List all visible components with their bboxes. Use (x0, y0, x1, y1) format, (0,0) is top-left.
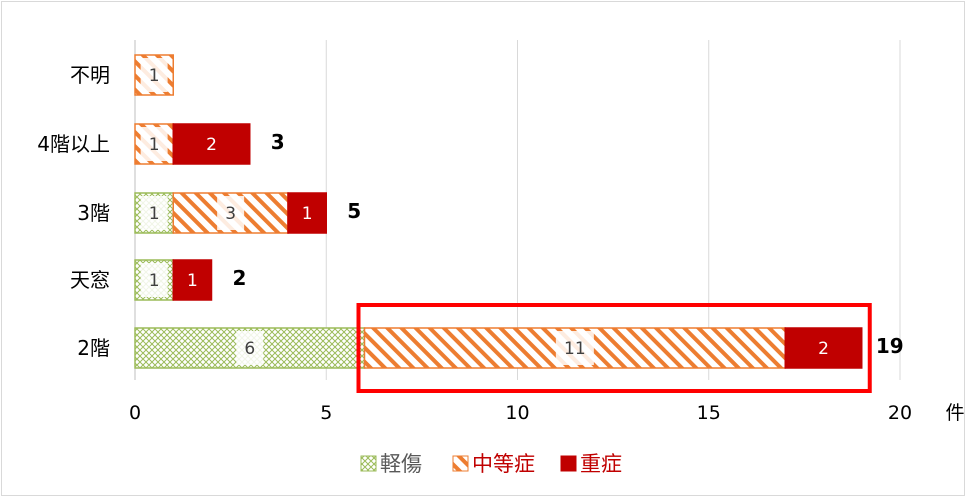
legend: 軽傷 中等症 重症 (360, 452, 622, 476)
x-tick-label: 15 (697, 402, 721, 424)
bars (134, 54, 872, 393)
legend-swatch-中等症 (452, 455, 469, 472)
category-label: 2階 (77, 336, 110, 360)
legend-label-軽傷: 軽傷 (380, 452, 422, 476)
legend-swatch-軽傷 (360, 455, 377, 472)
segment-value-label: 1 (149, 66, 160, 86)
segment-label-bg (140, 58, 168, 92)
x-unit-label: 件 (945, 402, 964, 424)
legend-label-中等症: 中等症 (472, 452, 535, 476)
bar-segment-重症 (784, 327, 863, 369)
segment-label-bg (140, 127, 168, 161)
x-tick-label: 10 (505, 402, 529, 424)
segment-value-label: 11 (564, 339, 586, 359)
grid-lines (134, 40, 901, 380)
segment-value-label: 1 (149, 204, 160, 224)
category-label: 4階以上 (37, 132, 110, 156)
segment-label-bg (236, 331, 264, 365)
x-tick-label: 20 (888, 402, 912, 424)
segment-value-label: 2 (818, 339, 829, 359)
category-label: 不明 (70, 63, 110, 87)
segment-value-label: 1 (149, 135, 160, 155)
total-value-label: 19 (876, 334, 904, 358)
segment-value-label: 2 (206, 135, 217, 155)
category-label: 天窓 (70, 268, 110, 292)
segment-label-bg (140, 263, 168, 297)
total-value-label: 2 (233, 266, 247, 290)
bar-segment-重症 (172, 259, 213, 301)
total-value-label: 5 (347, 199, 361, 223)
highlight-box (356, 303, 872, 393)
segment-value-label: 1 (302, 204, 313, 224)
segment-label-bg (217, 196, 245, 230)
legend-swatch-重症 (560, 455, 577, 472)
x-tick-label: 5 (320, 402, 332, 424)
x-tick-label: 0 (129, 402, 141, 424)
segment-label-bg (140, 196, 168, 230)
bar-segment-重症 (172, 123, 251, 165)
segment-value-label: 6 (244, 339, 255, 359)
segment-value-label: 1 (187, 271, 198, 291)
total-value-label: 3 (271, 130, 285, 154)
segment-value-label: 3 (225, 204, 236, 224)
bar-segment-重症 (287, 192, 327, 234)
segment-label-bg (555, 331, 594, 365)
legend-label-重症: 重症 (580, 452, 622, 476)
segment-value-label: 1 (149, 271, 160, 291)
category-label: 3階 (77, 201, 110, 225)
